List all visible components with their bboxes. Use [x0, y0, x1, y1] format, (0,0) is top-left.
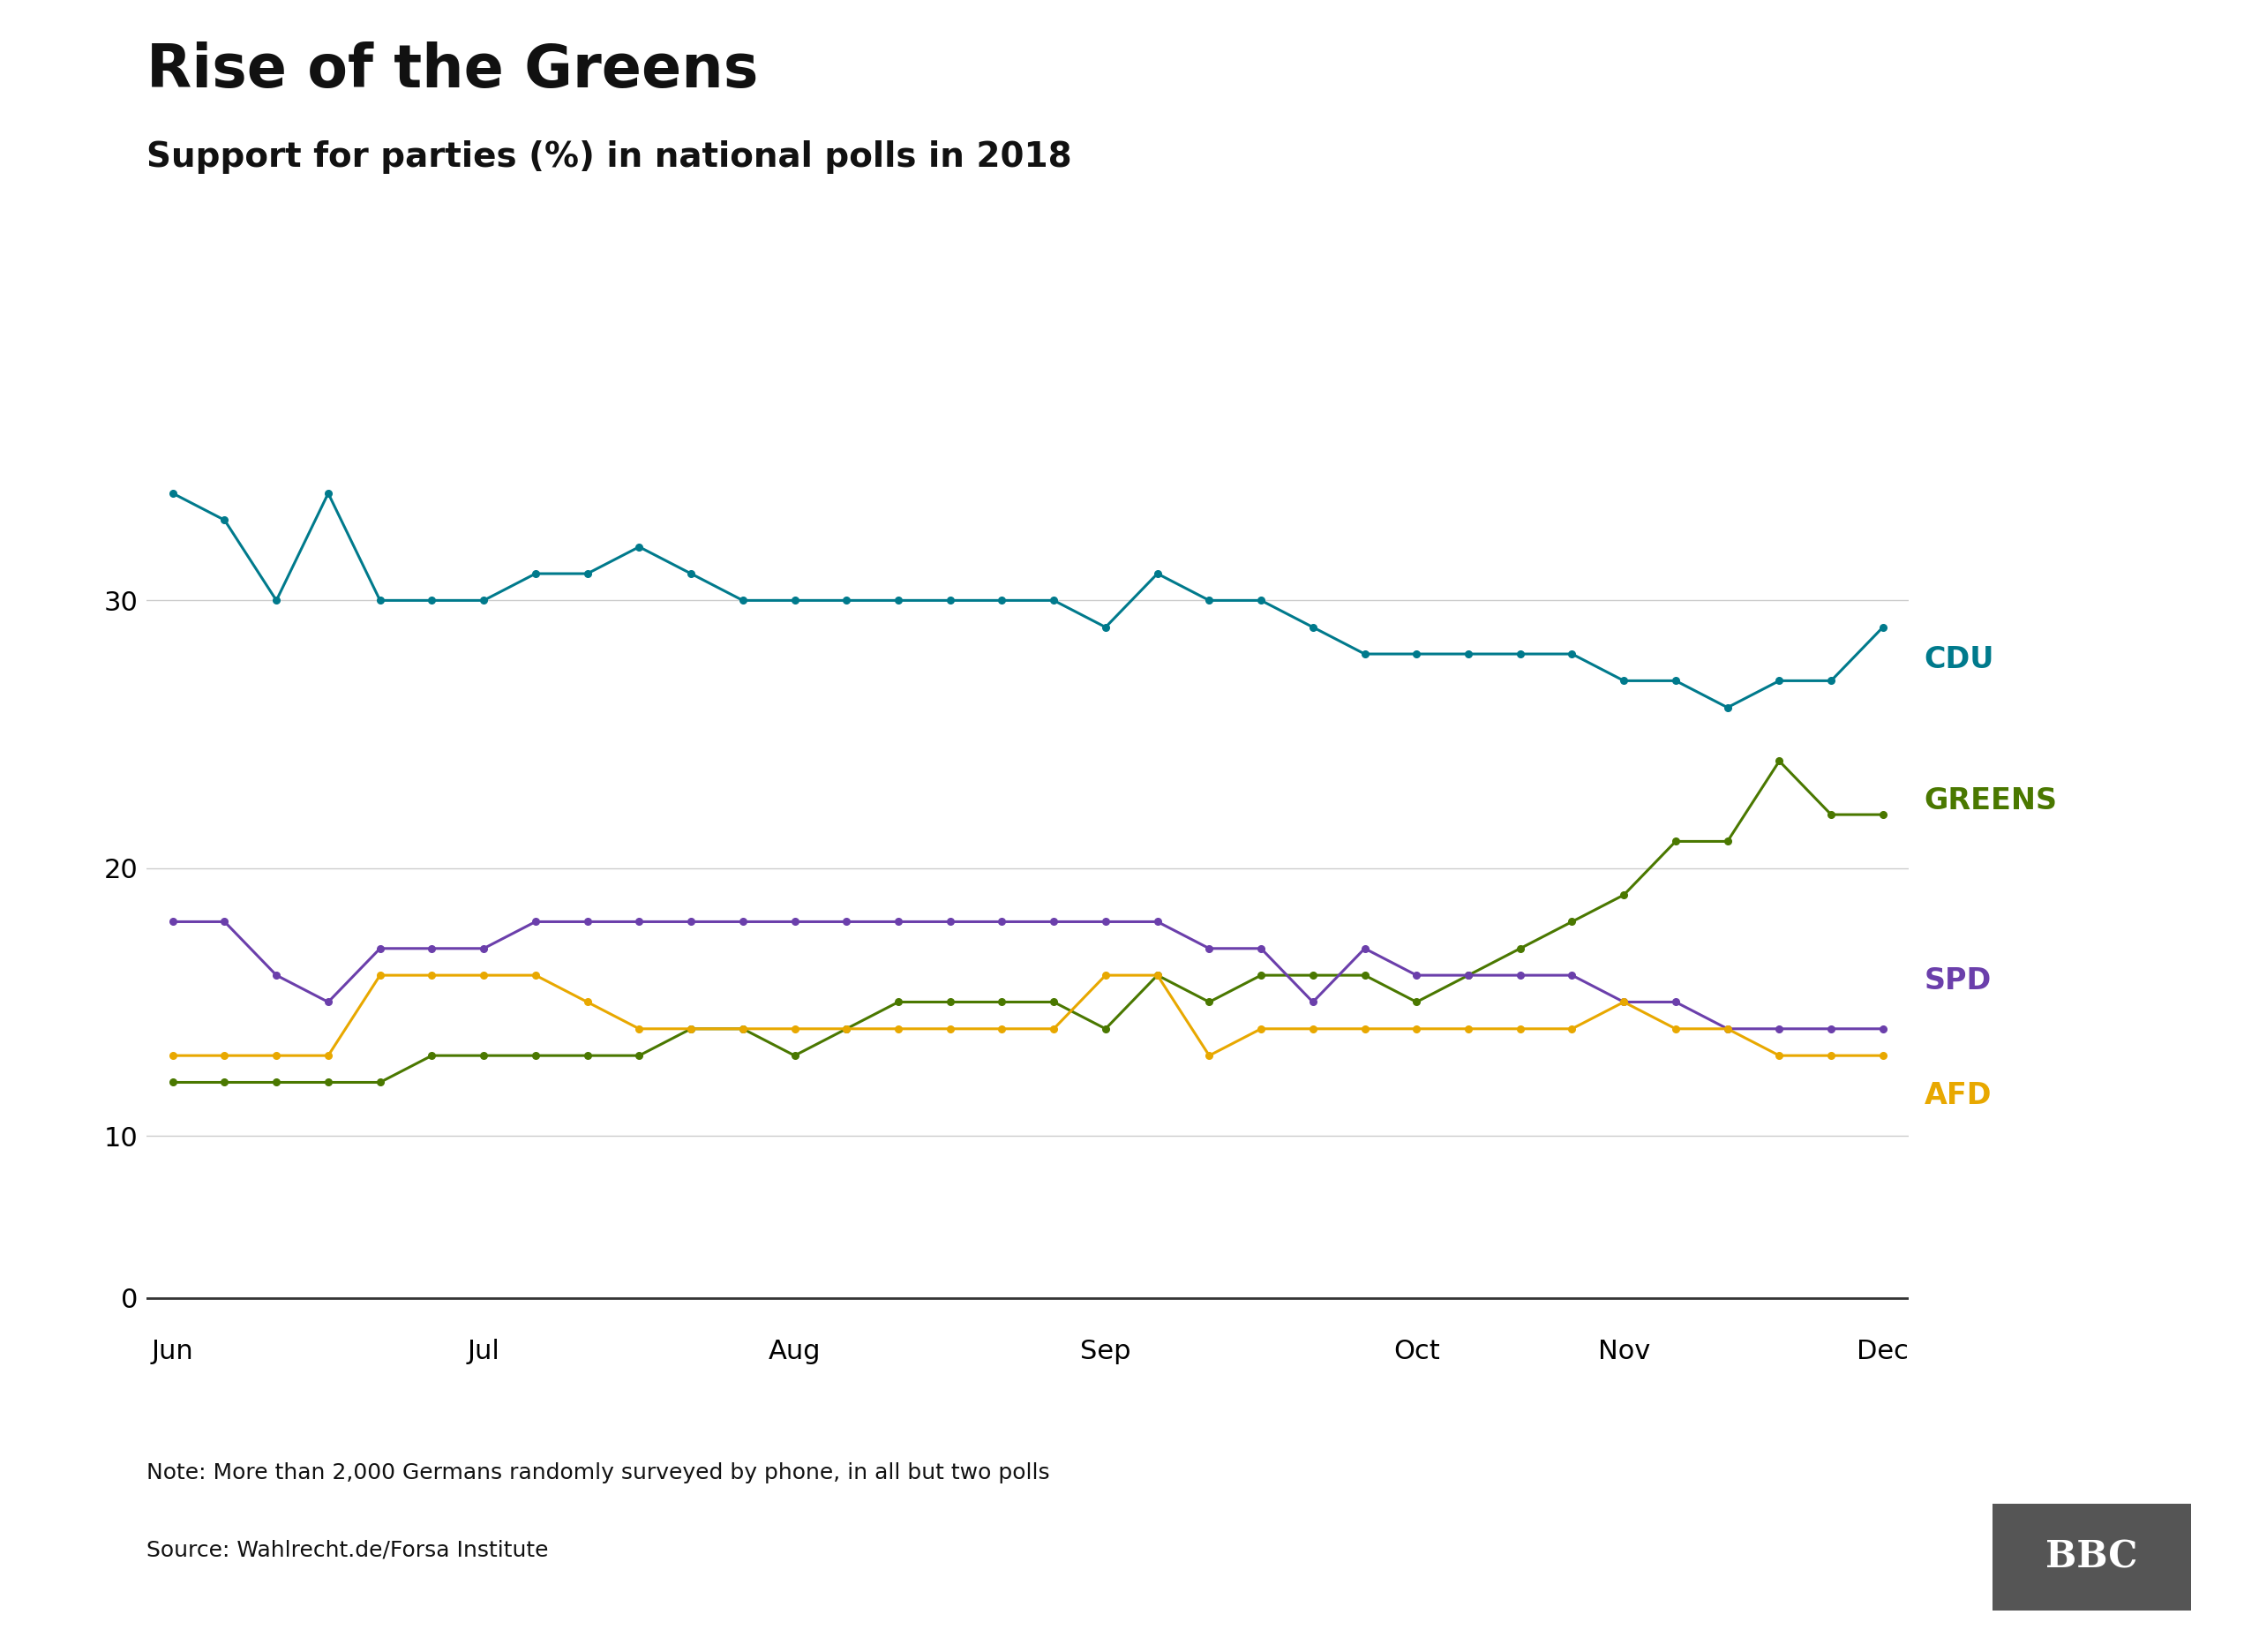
Text: BBC: BBC	[2047, 1538, 2137, 1576]
Text: SPD: SPD	[1925, 966, 1992, 995]
Text: Rise of the Greens: Rise of the Greens	[147, 41, 759, 99]
Text: AFD: AFD	[1925, 1080, 1992, 1110]
Text: Support for parties (%) in national polls in 2018: Support for parties (%) in national poll…	[147, 140, 1073, 173]
Text: Note: More than 2,000 Germans randomly surveyed by phone, in all but two polls: Note: More than 2,000 Germans randomly s…	[147, 1462, 1050, 1483]
Text: GREENS: GREENS	[1925, 786, 2058, 816]
Text: Source: Wahlrecht.de/Forsa Institute: Source: Wahlrecht.de/Forsa Institute	[147, 1540, 549, 1561]
Text: CDU: CDU	[1925, 644, 1995, 674]
